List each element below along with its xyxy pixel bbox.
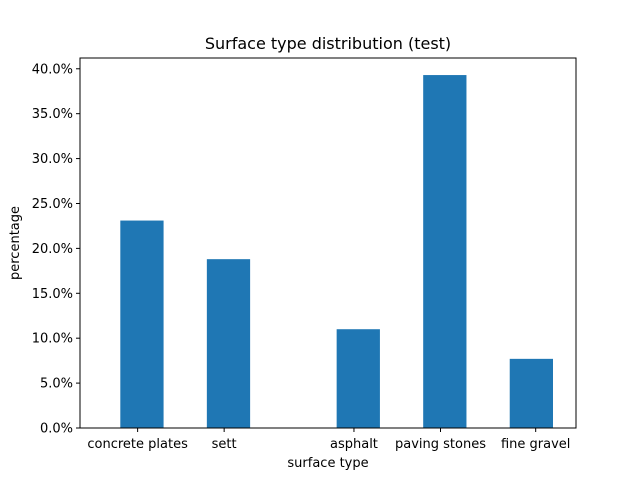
bar-asphalt xyxy=(336,329,380,428)
y-axis-title: percentage xyxy=(8,206,23,280)
y-tick-label: 15.0% xyxy=(32,287,73,302)
x-tick-label: sett xyxy=(212,437,237,452)
y-tick-label: 5.0% xyxy=(40,377,73,392)
bars-layer xyxy=(120,75,553,428)
y-tick-label: 40.0% xyxy=(32,62,73,77)
y-tick-label: 0.0% xyxy=(40,422,73,437)
y-tick-label: 10.0% xyxy=(32,332,73,347)
bar-sett xyxy=(206,259,251,428)
x-tick-label: fine gravel xyxy=(501,437,570,452)
y-tick-label: 25.0% xyxy=(32,197,73,212)
x-tick-label: paving stones xyxy=(395,437,486,452)
x-tick-label: concrete plates xyxy=(87,437,188,452)
y-tick-label: 20.0% xyxy=(32,242,73,257)
x-tick-label: asphalt xyxy=(330,437,378,452)
chart-title: Surface type distribution (test) xyxy=(205,34,451,53)
x-axis-title: surface type xyxy=(287,456,368,471)
x-axis-ticks: concrete plates sett asphalt paving stones f… xyxy=(87,428,570,452)
y-tick-label: 30.0% xyxy=(32,152,73,167)
plot-frame xyxy=(79,57,577,429)
bar-fine-gravel xyxy=(509,358,553,428)
y-axis-ticks: 0.0% 5.0% 10.0% 15.0% 20.0% 25.0% 30.0% 35.0% 40… xyxy=(32,62,80,437)
bar-concrete-plates xyxy=(120,220,164,428)
y-tick-label: 35.0% xyxy=(32,107,73,122)
bar-paving-stones xyxy=(423,75,467,428)
